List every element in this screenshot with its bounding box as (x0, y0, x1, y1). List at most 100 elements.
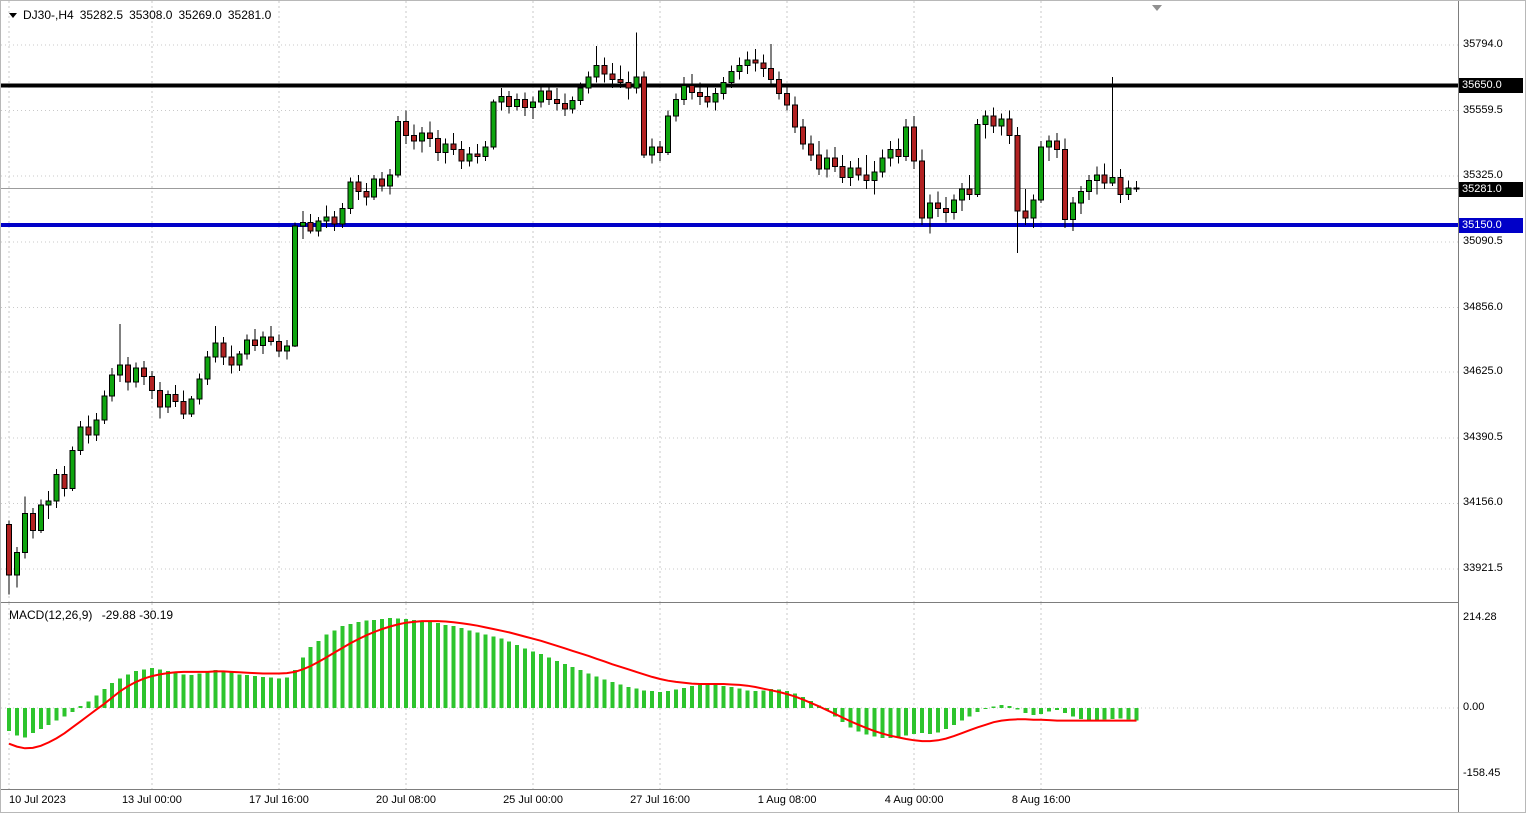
candle-body (1125, 187, 1132, 195)
candle-body (800, 126, 806, 145)
macd-histogram-bar (1126, 707, 1131, 720)
macd-histogram-bar (62, 707, 67, 717)
candle-body (275, 340, 282, 352)
candle-body (1014, 135, 1021, 212)
candle-body (633, 76, 640, 89)
candle-body (180, 401, 187, 415)
macd-histogram-bar (1102, 707, 1107, 720)
macd-histogram-bar (681, 687, 686, 708)
ohlc-low-value: 35269.0 (178, 8, 222, 22)
candle-body (37, 504, 44, 531)
price-tick-label: 35090.5 (1463, 234, 1503, 247)
macd-histogram-bar (928, 707, 933, 734)
candle-body (641, 76, 648, 156)
price-tick-label: 34625.0 (1463, 365, 1503, 378)
macd-histogram-bar (554, 660, 559, 708)
macd-histogram-bar (912, 707, 917, 734)
candle-body (164, 394, 171, 408)
macd-histogram-bar (1023, 707, 1028, 714)
macd-histogram-bar (269, 677, 274, 708)
candle-body (958, 188, 965, 201)
candle-body (387, 174, 394, 187)
chart-shift-marker[interactable] (1152, 5, 1162, 11)
candle-body (688, 84, 695, 93)
macd-histogram-bar (7, 707, 11, 732)
candle-body (934, 202, 941, 209)
candle-body (514, 98, 521, 107)
macd-histogram-bar (713, 684, 718, 708)
price-level-badge: 35150.0 (1459, 218, 1523, 234)
candle-body (434, 137, 441, 153)
macd-histogram-bar (975, 707, 980, 713)
macd-histogram-bar (951, 707, 956, 725)
macd-histogram-bar (531, 651, 536, 708)
candle-body (466, 153, 473, 162)
candle-body (887, 149, 894, 159)
candle-body (93, 419, 100, 436)
symbol-timeframe-label: DJ30-,H4 (23, 8, 74, 22)
macd-histogram-bar (666, 691, 671, 708)
price-tick-label: 35325.0 (1463, 169, 1503, 182)
price-axis[interactable]: 35794.0 35559.5 35325.0 35090.5 34856.0 34625… (1458, 1, 1525, 812)
macd-histogram-bar (284, 677, 289, 708)
candle-body (990, 115, 997, 127)
macd-histogram-bar (618, 684, 623, 708)
macd-histogram-bar (832, 707, 837, 717)
macd-histogram-bar (570, 666, 575, 708)
time-tick-label: 13 Jul 00:00 (121, 794, 182, 806)
macd-histogram-bar (967, 707, 972, 717)
macd-histogram-bar (483, 634, 488, 708)
time-tick-label: 27 Jul 16:00 (630, 794, 691, 806)
macd-histogram-bar (634, 688, 639, 708)
candlestick-chart[interactable] (1, 1, 1458, 602)
candle-body (1030, 199, 1037, 219)
candle-body (998, 118, 1005, 127)
macd-histogram-bar (134, 671, 139, 708)
macd-histogram-bar (943, 707, 948, 729)
candle-body (728, 70, 735, 83)
candle-body (13, 552, 20, 576)
macd-histogram-bar (904, 707, 909, 736)
price-level-badge: 35650.0 (1459, 78, 1523, 94)
ohlc-close-value: 35281.0 (227, 8, 272, 22)
candle-body (172, 394, 179, 403)
macd-histogram-bar (1110, 707, 1115, 719)
macd-histogram-bar (642, 690, 647, 708)
candle-body (601, 65, 608, 75)
candle-body (204, 356, 211, 380)
candle-body (490, 101, 497, 148)
candle-body (458, 149, 465, 162)
candle-body (101, 395, 108, 421)
symbol-dropdown-icon[interactable] (9, 12, 17, 18)
macd-histogram-bar (213, 670, 218, 708)
candle-body (244, 339, 251, 355)
candle-body (21, 513, 28, 554)
macd-tick-label: -158.45 (1463, 767, 1501, 780)
candle-body (553, 98, 560, 104)
candle-body (919, 160, 926, 219)
candle-body (196, 378, 203, 400)
macd-histogram-bar (1063, 707, 1068, 714)
candle-body (45, 500, 52, 506)
candle-body (1038, 146, 1045, 201)
macd-histogram-bar (1094, 707, 1099, 721)
macd-histogram-bar (245, 675, 250, 708)
candle-body (188, 398, 195, 415)
candle-body (395, 121, 402, 176)
macd-histogram-bar (650, 691, 655, 708)
candle-body (77, 426, 84, 452)
indicator-label: MACD(12,26,9) -29.88 -30.19 (9, 608, 173, 622)
candle-body (1046, 140, 1053, 148)
macd-histogram-bar (793, 693, 798, 708)
macd-histogram-bar (300, 657, 305, 708)
macd-histogram-bar (356, 621, 361, 708)
macd-histogram-bar (78, 705, 83, 708)
candle-body (506, 95, 513, 107)
macd-chart[interactable] (1, 603, 1458, 789)
macd-histogram-bar (102, 689, 107, 708)
macd-histogram-bar (594, 676, 599, 708)
macd-histogram-bar (221, 671, 226, 708)
time-axis[interactable]: 10 Jul 2023 13 Jul 00:00 17 Jul 16:00 20 Ju… (1, 790, 1458, 812)
macd-histogram-bar (22, 707, 27, 738)
panel-separator[interactable] (1, 602, 1525, 603)
